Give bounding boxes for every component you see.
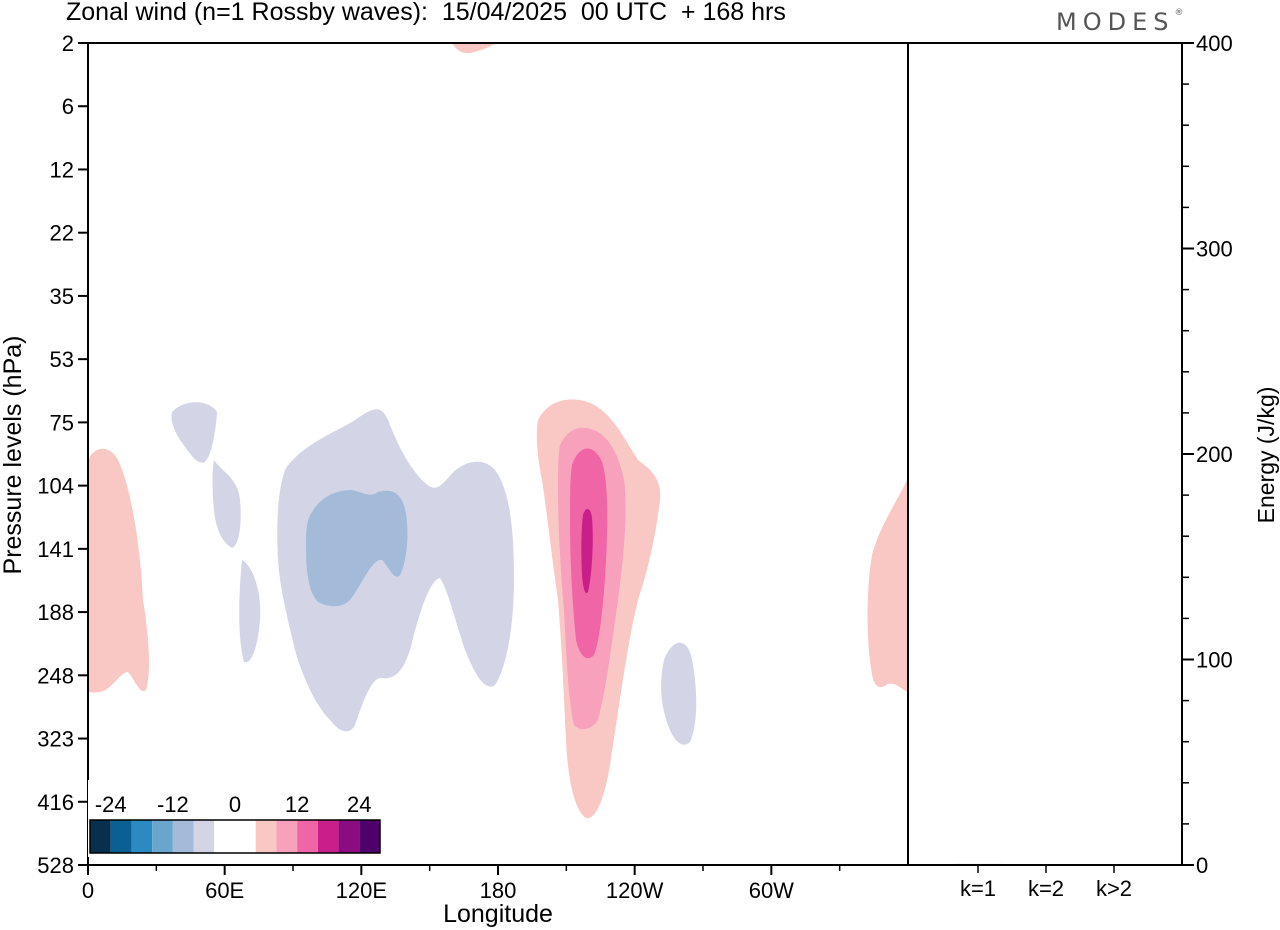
chart-title: Zonal wind (n=1 Rossby waves): 15/04/202…: [66, 0, 786, 26]
y-tick-label: 141: [37, 537, 74, 562]
contour-negative-a: [171, 402, 217, 463]
colorbar-swatch: [255, 820, 277, 853]
colorbar-swatch: [297, 820, 318, 853]
x-tick-label: 60W: [749, 878, 794, 903]
contour-positive-west: [88, 448, 150, 693]
colorbar-swatch: [235, 820, 256, 853]
colorbar-swatch: [193, 820, 215, 853]
colorbar: -24 -12 0 12 24: [88, 780, 382, 857]
brand-mark: ®: [1174, 8, 1184, 18]
energy-bar: [1090, 864, 1138, 866]
y-tick-label: 2: [62, 31, 74, 56]
energy-tick-label: 300: [1196, 237, 1233, 262]
energy-plot-frame: [907, 42, 1183, 866]
y-tick-label: 323: [37, 727, 74, 752]
colorbar-label: -12: [157, 792, 189, 817]
energy-tick-label: 400: [1196, 31, 1233, 56]
x-tick-label: 180: [480, 878, 517, 903]
y-tick-label: 22: [50, 221, 74, 246]
x-tick-label: 60E: [205, 878, 244, 903]
colorbar-label: 0: [229, 792, 241, 817]
x-tick-label: 0: [82, 878, 94, 903]
energy-bar: [1022, 864, 1070, 866]
y-axis-label: Pressure levels (hPa): [0, 336, 27, 575]
contour-negative-b: [212, 460, 241, 548]
y-tick-label: 104: [37, 474, 74, 499]
colorbar-swatch: [90, 820, 111, 853]
y-tick-label: 188: [37, 600, 74, 625]
energy-axis: 0 100 200 300 400: [1182, 31, 1233, 878]
contour-positive-east: [867, 478, 908, 692]
contour-negative-c: [239, 560, 261, 663]
brand-logo: MODES®: [1056, 8, 1183, 36]
contour-negative-d: [661, 642, 697, 745]
contour-positive-top: [452, 43, 496, 54]
energy-tick-label: 100: [1196, 648, 1233, 673]
main-plot-frame: [87, 42, 909, 866]
energy-bar: [954, 863, 1002, 866]
y-tick-label: 75: [50, 410, 74, 435]
y-tick-label: 6: [62, 94, 74, 119]
y-tick-label: 416: [37, 790, 74, 815]
energy-axis-label: Energy (J/kg): [1253, 387, 1279, 524]
y-tick-label: 53: [50, 347, 74, 372]
colorbar-label: 12: [285, 792, 309, 817]
brand-text: MODES: [1056, 8, 1175, 36]
contour-positive-l4: [581, 508, 593, 594]
energy-bars: k=1 k=2 k>2: [954, 863, 1138, 901]
x-tick-label: 120E: [336, 878, 387, 903]
y-tick-label: 35: [50, 284, 74, 309]
y-tick-label: 248: [37, 663, 74, 688]
colorbar-frame: [89, 819, 381, 854]
colorbar-swatch: [317, 820, 339, 853]
colorbar-swatch: [131, 820, 153, 853]
colorbar-swatch: [214, 820, 235, 853]
colorbar-swatch: [276, 820, 298, 853]
colorbar-swatch: [338, 820, 360, 853]
y-tick-label: 528: [37, 853, 74, 878]
y-tick-label: 12: [50, 157, 74, 182]
colorbar-swatch: [172, 820, 194, 853]
category-label: k=2: [1028, 876, 1064, 901]
colorbar-label: -24: [95, 792, 127, 817]
category-label: k>2: [1096, 876, 1132, 901]
y-axis: 2 6 12 22 35 53 75 104 141 188 248 323 416 528: [37, 31, 88, 878]
category-label: k=1: [960, 876, 996, 901]
contour-fills: [88, 43, 908, 819]
contour-negative-core: [306, 490, 408, 607]
x-axis: 0 60E 120E 180 120W 60W: [82, 865, 841, 903]
energy-tick-label: 200: [1196, 442, 1233, 467]
colorbar-swatch: [359, 820, 380, 853]
x-axis-label: Longitude: [443, 900, 553, 928]
colorbar-label: 24: [347, 792, 371, 817]
colorbar-swatch: [110, 820, 132, 853]
x-tick-label: 120W: [606, 878, 664, 903]
colorbar-swatch: [152, 820, 173, 853]
energy-tick-label: 0: [1196, 853, 1208, 878]
